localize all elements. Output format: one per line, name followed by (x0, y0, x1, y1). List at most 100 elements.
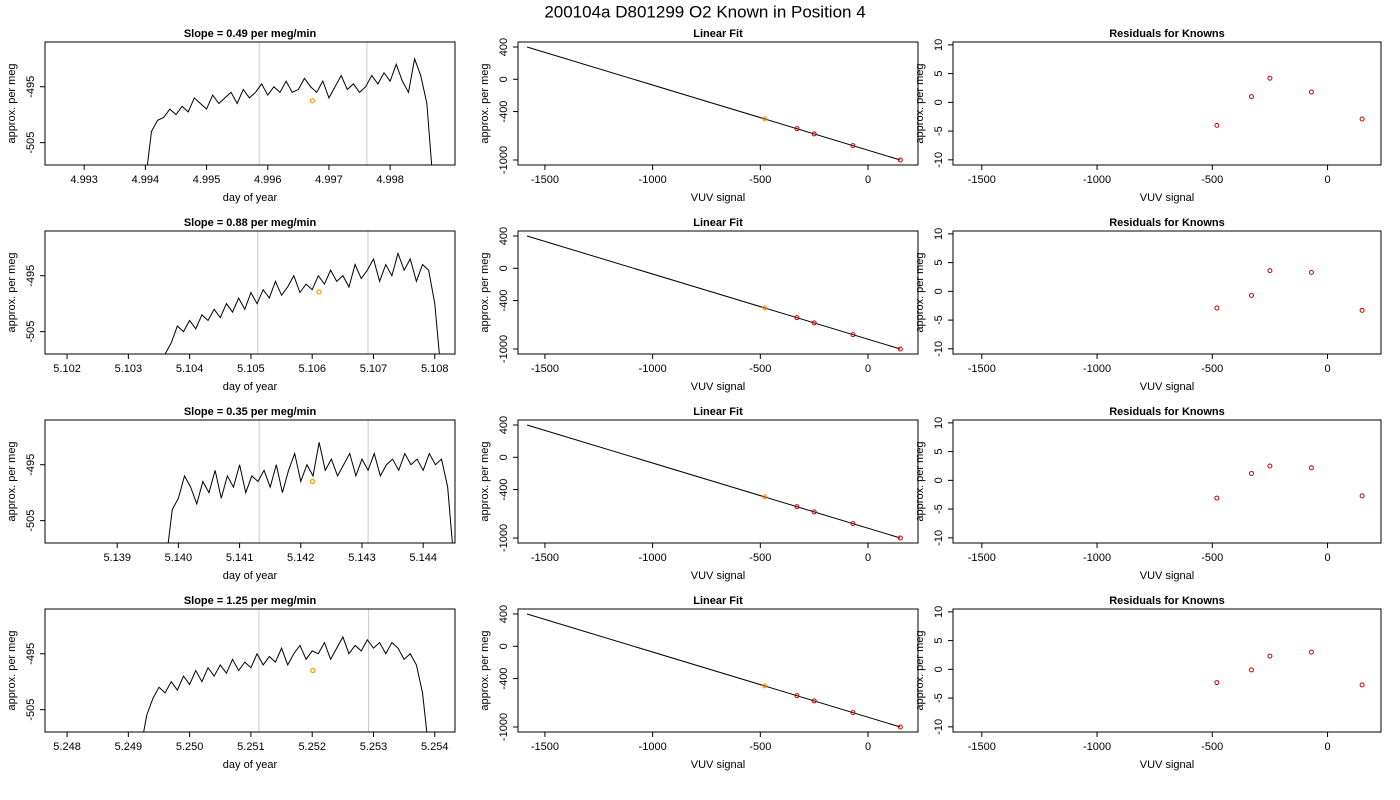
y-tick-label: -495 (25, 265, 37, 287)
y-tick-label: 10 (933, 228, 945, 240)
point (794, 504, 800, 510)
x-tick-label: -1000 (1083, 741, 1111, 753)
y-tick-label: -1000 (498, 146, 510, 174)
panel-frame (44, 230, 456, 355)
x-axis-label: VUV signal (691, 759, 745, 771)
data-line (143, 635, 428, 732)
x-tick-label: -500 (749, 363, 771, 375)
panel-title: Slope = 0.35 per meg/min (184, 406, 317, 418)
x-tick-label: 5.106 (298, 363, 326, 375)
x-tick-label: -1500 (531, 552, 559, 564)
x-axis-label: VUV signal (691, 381, 745, 393)
y-tick-label: -1000 (498, 335, 510, 363)
x-tick-label: 0 (865, 741, 871, 753)
y-tick-label: 0 (498, 454, 510, 460)
y-tick-label: 400 (498, 38, 510, 56)
point (1248, 667, 1254, 673)
point (897, 724, 903, 730)
point (811, 320, 817, 326)
point (762, 683, 768, 689)
y-axis-label: approx. per meg (6, 252, 18, 332)
y-tick-label: -505 (25, 699, 37, 721)
panel-title: Residuals for Knowns (1109, 28, 1225, 40)
y-tick-label: -505 (25, 321, 37, 343)
panel-title: Linear Fit (693, 217, 743, 229)
x-tick-label: 4.996 (254, 174, 282, 186)
point (1214, 122, 1220, 128)
x-tick-label: -500 (1201, 741, 1223, 753)
x-tick-label: 5.254 (421, 741, 449, 753)
point (897, 535, 903, 541)
x-tick-label: -1000 (1083, 552, 1111, 564)
x-axis-label: day of year (223, 570, 278, 582)
x-tick-label: -500 (1201, 363, 1223, 375)
panel: Linear Fit VUV signal approx. per meg -1500… (479, 595, 919, 771)
point (1308, 649, 1314, 655)
y-tick-label: 5 (933, 638, 945, 644)
y-tick-label: -10 (933, 530, 945, 546)
panel-frame (952, 230, 1382, 355)
panel-title: Residuals for Knowns (1109, 406, 1225, 418)
panel-frame (44, 419, 456, 544)
panel-title: Residuals for Knowns (1109, 217, 1225, 229)
x-axis-label: VUV signal (691, 192, 745, 204)
panel-frame (44, 41, 456, 166)
plot-area (1214, 268, 1365, 313)
y-tick-label: 5 (933, 449, 945, 455)
point (1214, 305, 1220, 311)
x-tick-label: 0 (1324, 363, 1330, 375)
point (1359, 682, 1365, 688)
y-axis-label: approx. per meg (479, 252, 491, 332)
point (1214, 495, 1220, 501)
x-tick-label: 5.105 (237, 363, 265, 375)
plot-area (164, 231, 440, 354)
x-tick-label: -1500 (968, 363, 996, 375)
x-tick-label: -1000 (639, 363, 667, 375)
y-tick-label: -495 (25, 76, 37, 98)
x-tick-label: 5.108 (421, 363, 449, 375)
point (1308, 89, 1314, 95)
y-tick-label: 0 (498, 76, 510, 82)
x-tick-label: -1500 (968, 174, 996, 186)
point (1308, 269, 1314, 275)
y-tick-label: 10 (933, 606, 945, 618)
x-tick-label: -500 (749, 552, 771, 564)
panel-frame (44, 608, 456, 733)
panel: Slope = 0.88 per meg/min day of year appro… (6, 217, 456, 393)
x-tick-label: 4.997 (315, 174, 343, 186)
panel-frame (517, 608, 919, 733)
plot-area (526, 613, 903, 730)
point (850, 143, 856, 149)
y-axis-label: approx. per meg (914, 441, 926, 521)
y-tick-label: -505 (25, 510, 37, 532)
point (897, 157, 903, 163)
y-tick-label: 0 (933, 99, 945, 105)
panel-frame (952, 419, 1382, 544)
point (762, 116, 768, 122)
data-line (146, 56, 433, 165)
x-tick-label: 0 (1324, 741, 1330, 753)
x-axis-label: day of year (223, 192, 278, 204)
y-tick-label: -5 (933, 126, 945, 136)
x-tick-label: 5.144 (409, 552, 437, 564)
point (1308, 465, 1314, 471)
x-tick-label: 5.142 (287, 552, 315, 564)
point (1359, 493, 1365, 499)
x-tick-label: -1000 (1083, 174, 1111, 186)
highlight-point (309, 478, 316, 485)
x-axis-label: VUV signal (1140, 570, 1194, 582)
panel: Residuals for Knowns VUV signal approx. pe… (914, 595, 1382, 771)
x-tick-label: -1500 (531, 741, 559, 753)
panel-title: Linear Fit (693, 406, 743, 418)
y-axis-label: approx. per meg (914, 630, 926, 710)
panel-frame (517, 230, 919, 355)
highlight-point (316, 289, 322, 295)
x-tick-label: 4.994 (132, 174, 160, 186)
fit-line (526, 424, 901, 539)
y-tick-label: 400 (498, 605, 510, 623)
x-tick-label: 5.250 (176, 741, 204, 753)
point (794, 693, 800, 699)
y-axis-label: approx. per meg (479, 441, 491, 521)
point (1267, 653, 1273, 659)
x-tick-label: 0 (1324, 174, 1330, 186)
